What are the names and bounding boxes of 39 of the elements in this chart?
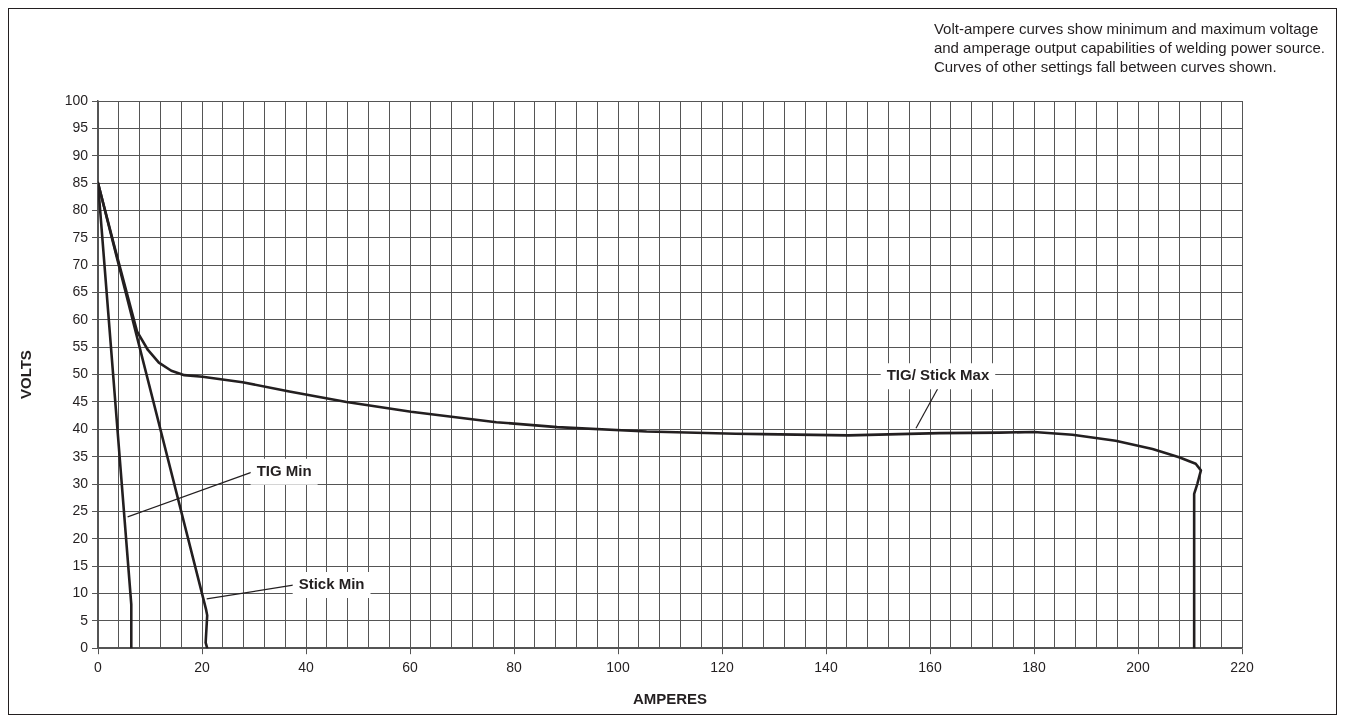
y-tick-label: 100: [64, 91, 89, 108]
x-tick-label: 220: [1230, 659, 1254, 676]
y-tick-label: 85: [72, 173, 89, 190]
annotation: Stick Min: [298, 575, 365, 593]
x-tick-label: 200: [1126, 659, 1150, 676]
y-tick-label: 80: [72, 201, 89, 218]
y-axis-title: VOLTS: [17, 350, 35, 400]
x-tick-label: 160: [918, 659, 942, 676]
text: Volt-ampere curves show minimum and maximum voltage and amperage output capabilities of welding power source. Curves of other settings fall between curves shown.: [933, 20, 1325, 75]
annotation: TIG/ Stick Max: [886, 366, 990, 384]
y-tick-label: 95: [72, 119, 89, 136]
x-tick-label: 40: [298, 659, 314, 676]
y-tick-label: 70: [72, 256, 89, 273]
annotation: TIG Min: [256, 462, 312, 480]
x-tick-label: 180: [1022, 659, 1046, 676]
y-tick-label: 65: [72, 283, 89, 300]
y-tick-label: 55: [72, 338, 89, 355]
y-tick-label: 25: [72, 502, 89, 519]
y-tick-label: 5: [80, 611, 89, 628]
y-tick-label: 20: [72, 529, 89, 546]
y-tick-label: 15: [72, 556, 89, 573]
x-tick-label: 120: [710, 659, 734, 676]
x-tick-label: 0: [94, 659, 103, 676]
y-tick-label: 30: [72, 474, 89, 491]
y-tick-label: 90: [72, 146, 89, 163]
y-tick-label: 50: [72, 365, 89, 382]
x-tick-label: 100: [606, 659, 630, 676]
x-tick-label: 20: [194, 659, 210, 676]
x-axis-title: AMPERES: [632, 690, 708, 708]
y-tick-label: 40: [72, 420, 89, 437]
y-tick-label: 35: [72, 447, 89, 464]
y-tick-label: 45: [72, 392, 89, 409]
y-tick-label: 75: [72, 228, 89, 245]
y-tick-label: 10: [72, 584, 89, 601]
x-tick-label: 80: [506, 659, 522, 676]
x-tick-label: 60: [402, 659, 418, 676]
x-tick-label: 140: [814, 659, 838, 676]
y-tick-label: 0: [80, 639, 89, 656]
y-tick-label: 60: [72, 310, 89, 327]
